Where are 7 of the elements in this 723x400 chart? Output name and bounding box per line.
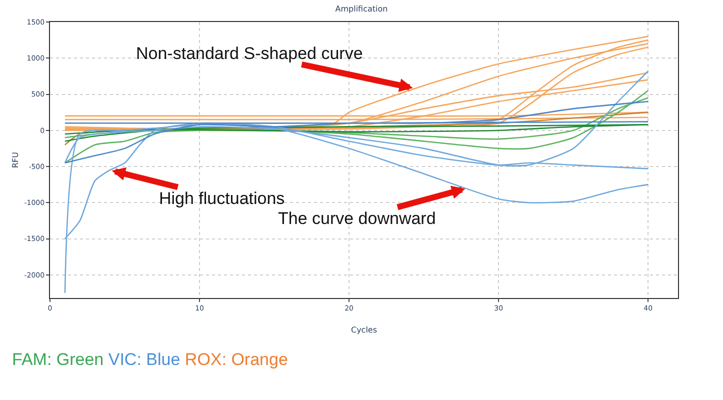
y-axis-title: RFU — [10, 152, 20, 168]
annotation: Non-standard S-shaped curve — [136, 44, 363, 63]
x-axis-title: Cycles — [350, 326, 378, 334]
annotation: High fluctuations — [159, 189, 285, 208]
chart-title: Amplification — [335, 4, 388, 14]
text: FAM: Green VIC: Blue ROX: Orange — [12, 350, 288, 369]
annotation: The curve downward — [278, 209, 436, 228]
